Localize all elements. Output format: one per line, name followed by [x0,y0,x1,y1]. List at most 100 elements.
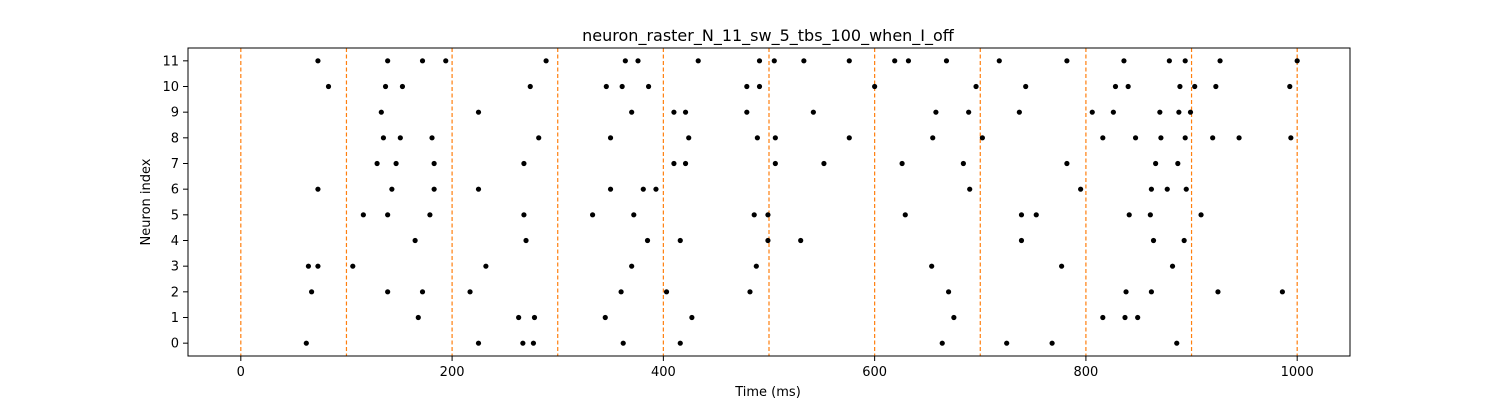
spike-marker-2-670 [945,289,952,295]
spike-marker-0-886 [1174,340,1180,346]
spike-marker-3-777 [1059,263,1065,269]
spike-marker-5-753 [1033,212,1039,218]
spike-marker-7-421 [682,160,689,167]
spike-marker-11-632 [905,58,912,64]
spike-marker-0-267 [520,340,526,346]
spike-marker-1-345 [602,314,608,321]
spike-marker-10-137 [382,83,389,90]
spike-marker-11-172 [419,58,426,64]
spike-marker-8-135 [380,135,387,141]
spike-marker-5-499 [765,212,771,218]
spike-marker-10-828 [1112,83,1119,90]
spike-marker-11-718 [996,58,1002,64]
y-tick-label-2: 2 [171,285,179,300]
spike-marker-7-887 [1175,160,1181,167]
spike-marker-11-289 [543,58,549,64]
y-tick-label-6: 6 [171,183,179,198]
spike-marker-10-83 [325,83,332,90]
spike-marker-2-482 [747,289,753,295]
y-tick-label-4: 4 [171,234,179,249]
spike-marker-7-129 [374,160,380,167]
spike-marker-2-986 [1279,289,1285,295]
spike-marker-9-658 [933,109,939,115]
spike-marker-9-888 [1176,109,1182,115]
spike-marker-8-816 [1100,135,1106,141]
spike-marker-8-871 [1158,135,1164,141]
spike-marker-6-393 [653,186,659,192]
spike-marker-3-882 [1169,263,1176,269]
spike-marker-9-421 [682,109,689,115]
y-tick-label-5: 5 [171,208,179,223]
spike-marker-5-268 [521,212,527,218]
spike-marker-2-862 [1148,289,1155,295]
spike-marker-8-151 [397,135,403,141]
spike-marker-4-416 [677,237,683,244]
spike-marker-8-894 [1182,135,1188,141]
spike-marker-6-862 [1148,186,1155,192]
spike-marker-11-139 [385,58,391,64]
spike-marker-1-816 [1100,314,1106,321]
spike-marker-8-489 [754,135,760,141]
spike-marker-3-232 [483,263,489,269]
spike-marker-10-479 [744,83,750,90]
spike-marker-5-179 [427,212,433,218]
spike-marker-9-410 [671,109,677,115]
spike-marker-5-629 [902,212,908,218]
spike-marker-10-153 [399,83,406,90]
spike-marker-1-675 [951,314,957,321]
spike-marker-6-381 [640,186,646,192]
spike-marker-0-362 [620,340,626,346]
x-tick-label-1000: 1000 [1281,365,1314,380]
spike-marker-7-684 [960,160,966,167]
spike-marker-3-73 [315,263,321,269]
spike-marker-4-739 [1018,237,1025,244]
spike-marker-9-737 [1016,109,1022,115]
spike-marker-4-499 [765,237,771,244]
spike-marker-10-386 [645,83,652,90]
spike-marker-9-870 [1157,109,1163,115]
spike-marker-11-668 [943,58,950,64]
spike-marker-6-183 [431,186,437,192]
spike-marker-0-768 [1049,340,1055,346]
spike-marker-0-725 [1004,340,1010,346]
spike-marker-2-360 [618,289,624,295]
x-tick-label-800: 800 [1073,365,1098,380]
spike-marker-6-73 [315,186,321,192]
x-tick-label-600: 600 [862,365,887,380]
spike-marker-6-225 [475,186,482,192]
spike-marker-3-106 [350,263,356,269]
x-tick-label-400: 400 [651,365,676,380]
spike-marker-6-143 [389,186,395,192]
spike-marker-8-424 [686,135,692,141]
spike-marker-0-664 [939,340,945,346]
spike-marker-11-533 [801,58,807,64]
spike-marker-3-64 [305,263,312,269]
spike-marker-4-270 [523,237,529,244]
spike-marker-2-403 [663,289,670,295]
spike-marker-5-372 [631,212,637,218]
spike-marker-7-866 [1153,160,1159,167]
x-tick-label-0: 0 [237,365,245,380]
spike-marker-8-920 [1210,135,1216,141]
spike-marker-9-689 [966,109,972,115]
spike-marker-6-877 [1164,186,1170,192]
spike-marker-11-576 [846,58,852,64]
spike-marker-11-376 [635,58,641,64]
chart-title: neuron_raster_N_11_sw_5_tbs_100_when_I_o… [582,26,955,46]
spike-marker-9-542 [810,109,816,115]
spike-marker-3-488 [753,263,759,269]
spike-marker-11-782 [1064,58,1070,64]
spike-marker-2-67 [308,289,315,295]
spike-marker-0-277 [530,340,537,346]
spike-marker-9-826 [1110,109,1116,115]
spike-marker-11-194 [443,58,449,64]
spike-marker-3-370 [629,263,635,269]
spike-marker-1-837 [1122,314,1128,321]
y-tick-label-3: 3 [171,260,179,275]
y-tick-label-9: 9 [171,106,179,121]
spike-marker-10-923 [1213,83,1219,90]
spike-marker-2-217 [467,289,473,295]
spike-marker-7-552 [821,160,827,167]
spike-marker-10-743 [1023,83,1029,90]
spike-marker-0-62 [303,340,309,346]
